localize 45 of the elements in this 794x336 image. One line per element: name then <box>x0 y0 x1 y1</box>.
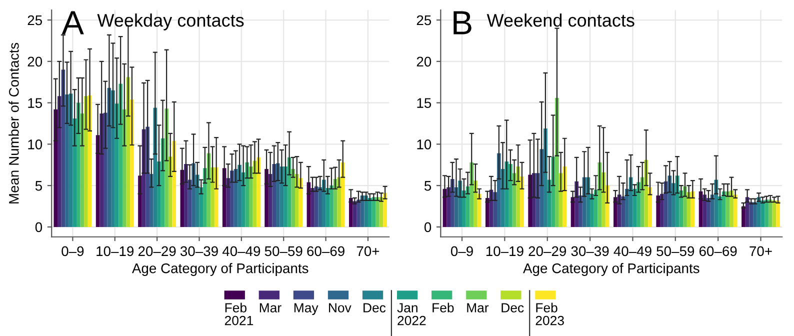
legend-label: Jan 2022 <box>397 303 426 326</box>
x-tick-label: 50–59 <box>264 246 302 256</box>
chart-title: Weekend contacts <box>486 13 634 27</box>
legend-label: Feb <box>432 302 454 312</box>
x-tick-label: 70+ <box>750 246 772 256</box>
x-tick-label: 0–9 <box>450 246 473 256</box>
x-tick-label: 20–29 <box>528 246 566 256</box>
x-tick-label: 60–69 <box>307 246 344 256</box>
legend-label: Nov <box>329 303 352 312</box>
x-tick-label: 70+ <box>356 246 380 256</box>
y-tick-label: 25 <box>28 15 42 26</box>
y-tick-label: 15 <box>28 98 42 108</box>
legend-label: Mar <box>467 303 489 312</box>
x-tick-label: 40–49 <box>614 246 652 256</box>
legend-label: Dec <box>364 303 386 312</box>
annotation: B <box>454 11 472 34</box>
y-tick-label: 5 <box>424 181 432 191</box>
legend-label: May <box>294 303 318 316</box>
y-tick-label: 0 <box>35 222 42 232</box>
legend-label: Feb 2023 <box>536 302 564 326</box>
y-tick-label: 10 <box>28 140 42 150</box>
chart-title: Weekday contacts <box>97 13 244 30</box>
x-axis-title: Age Category of Participants <box>132 263 308 276</box>
legend-label: Dec <box>502 303 524 312</box>
y-tick-label: 25 <box>416 15 432 26</box>
annotation: A <box>62 11 84 34</box>
legend-label: Feb 2021 <box>224 302 254 326</box>
y-axis-title: Mean Number of Contacts <box>8 42 19 204</box>
x-tick-label: 10–19 <box>96 246 134 256</box>
x-tick-label: 20–29 <box>138 246 176 256</box>
y-tick-label: 15 <box>417 98 432 108</box>
y-tick-label: 0 <box>424 222 432 232</box>
y-tick-label: 5 <box>35 181 42 191</box>
y-tick-label: 10 <box>417 140 432 150</box>
x-tick-label: 60–69 <box>699 246 737 256</box>
y-tick-label: 20 <box>28 56 42 67</box>
x-tick-label: 10–19 <box>486 246 524 256</box>
x-tick-label: 30–39 <box>180 246 218 256</box>
x-tick-label: 40–49 <box>222 246 260 256</box>
x-tick-label: 30–39 <box>571 246 609 256</box>
y-tick-label: 20 <box>416 56 432 67</box>
x-tick-label: 50–59 <box>656 246 694 256</box>
x-axis-title: Age Category of Participants <box>523 263 700 276</box>
legend-label: Mar <box>260 303 282 312</box>
x-tick-label: 0–9 <box>62 246 84 256</box>
